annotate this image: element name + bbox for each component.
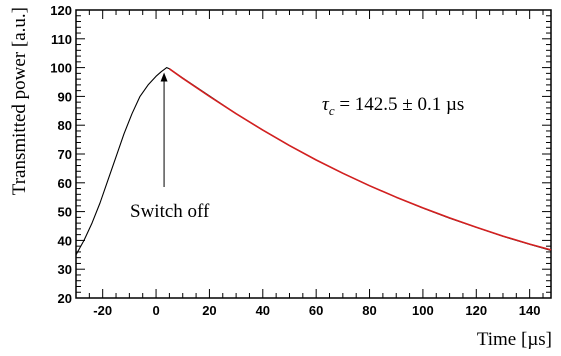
switch-off-arrowhead [160,72,168,82]
x-axis-title: Time [µs] [477,329,552,350]
x-tick-label: 100 [412,303,434,318]
y-tick-label: 80 [58,118,72,133]
x-tick-label: 140 [519,303,541,318]
tick-labels: -20 0 20 40 60 80 100 120 140 20 30 40 50 60 70 80 90 100… [50,3,540,318]
switch-off-annotation: Switch off [130,72,210,222]
switch-off-label: Switch off [130,201,210,222]
y-tick-label: 110 [51,32,72,47]
x-tick-label: 0 [152,303,159,318]
y-tick-label: 100 [50,61,72,76]
y-tick-label: 50 [58,205,72,220]
tau-annotation: τc = 142.5 ± 0.1 µs [322,94,464,118]
y-tick-label: 30 [58,262,72,277]
plot-frame [75,9,552,299]
x-tick-label: 80 [362,303,376,318]
measured-curve [75,67,552,256]
x-tick-label: -20 [93,303,112,318]
fit-curve [168,68,552,251]
series [75,67,552,256]
y-tick-label: 120 [50,3,72,18]
x-tick-label: 20 [202,303,216,318]
y-tick-label: 60 [58,176,72,191]
y-axis-title: Transmitted power [a.u.] [9,7,30,195]
y-tick-label: 20 [58,291,72,306]
x-tick-label: 60 [309,303,323,318]
y-tick-label: 70 [58,147,72,162]
plot-frame-rect [75,9,552,299]
y-tick-label: 40 [58,233,72,248]
x-tick-label: 120 [465,303,487,318]
x-tick-label: 40 [256,303,270,318]
y-tick-label: 90 [58,89,72,104]
axis-ticks [75,9,551,299]
